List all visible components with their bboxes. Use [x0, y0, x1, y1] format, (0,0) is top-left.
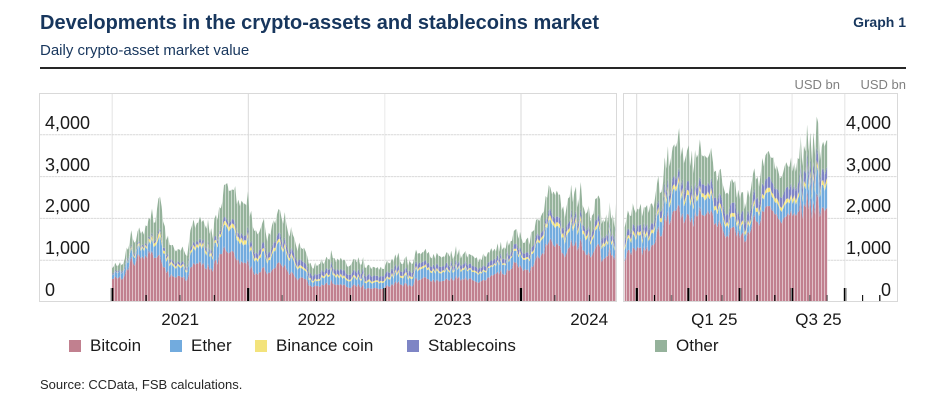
- x-axis-label: 2024: [570, 310, 609, 329]
- y-axis-label: 3,000: [45, 154, 91, 175]
- y-axis-label: 0: [45, 280, 56, 300]
- legend-swatch: [170, 340, 182, 352]
- y-axis-label: 0: [880, 280, 891, 300]
- legend-label: Ether: [191, 336, 232, 355]
- legend-item-other: Other: [655, 336, 719, 356]
- y-axis-label: 2,000: [45, 196, 91, 217]
- legend-label: Bitcoin: [90, 336, 142, 355]
- y-axis-label: 3,000: [845, 154, 891, 175]
- y-axis-label: 2,000: [845, 196, 891, 217]
- legend-swatch: [407, 340, 419, 352]
- chart-panel-2025: 0 1,000 2,000 3,000 4,000: [623, 93, 898, 302]
- graph-number-label: Graph 1: [853, 14, 906, 30]
- chart-legend: Bitcoin Ether Binance coin Stablecoins Other: [0, 336, 926, 358]
- legend-item-bitcoin: Bitcoin: [69, 336, 141, 356]
- legend-swatch: [69, 340, 81, 352]
- legend-label: Binance coin: [276, 336, 374, 355]
- unit-label-right: USD bn: [860, 77, 906, 92]
- legend-label: Stablecoins: [428, 336, 516, 355]
- x-axis-label: 2022: [297, 310, 336, 329]
- x-axis-label: 2023: [433, 310, 472, 329]
- legend-item-binance-coin: Binance coin: [255, 336, 373, 356]
- title-divider: [40, 67, 906, 69]
- x-axis-labels: 2021 2022 2023 2024 Q1 25 Q3 25: [0, 308, 926, 334]
- source-note: Source: CCData, FSB calculations.: [40, 377, 243, 392]
- stacked-area-plot: [39, 93, 617, 302]
- legend-label: Other: [676, 336, 719, 355]
- y-axis-label: 1,000: [45, 238, 91, 259]
- legend-item-stablecoins: Stablecoins: [407, 336, 516, 356]
- x-axis-label: Q1 25: [691, 310, 738, 329]
- unit-label-left: USD bn: [794, 77, 840, 92]
- legend-item-ether: Ether: [170, 336, 232, 356]
- legend-swatch: [655, 340, 667, 352]
- legend-swatch: [255, 340, 267, 352]
- chart-subtitle: Daily crypto-asset market value: [40, 42, 250, 59]
- chart-panel-2021-2024: 0 1,000 2,000 3,000 4,000: [39, 93, 617, 302]
- y-axis-label: 1,000: [845, 238, 891, 259]
- y-axis-label: 4,000: [45, 112, 91, 133]
- page-title: Developments in the crypto-assets and st…: [40, 12, 600, 34]
- y-axis-label: 4,000: [845, 112, 891, 133]
- x-axis-label: 2021: [161, 310, 200, 329]
- x-axis-label: Q3 25: [795, 310, 842, 329]
